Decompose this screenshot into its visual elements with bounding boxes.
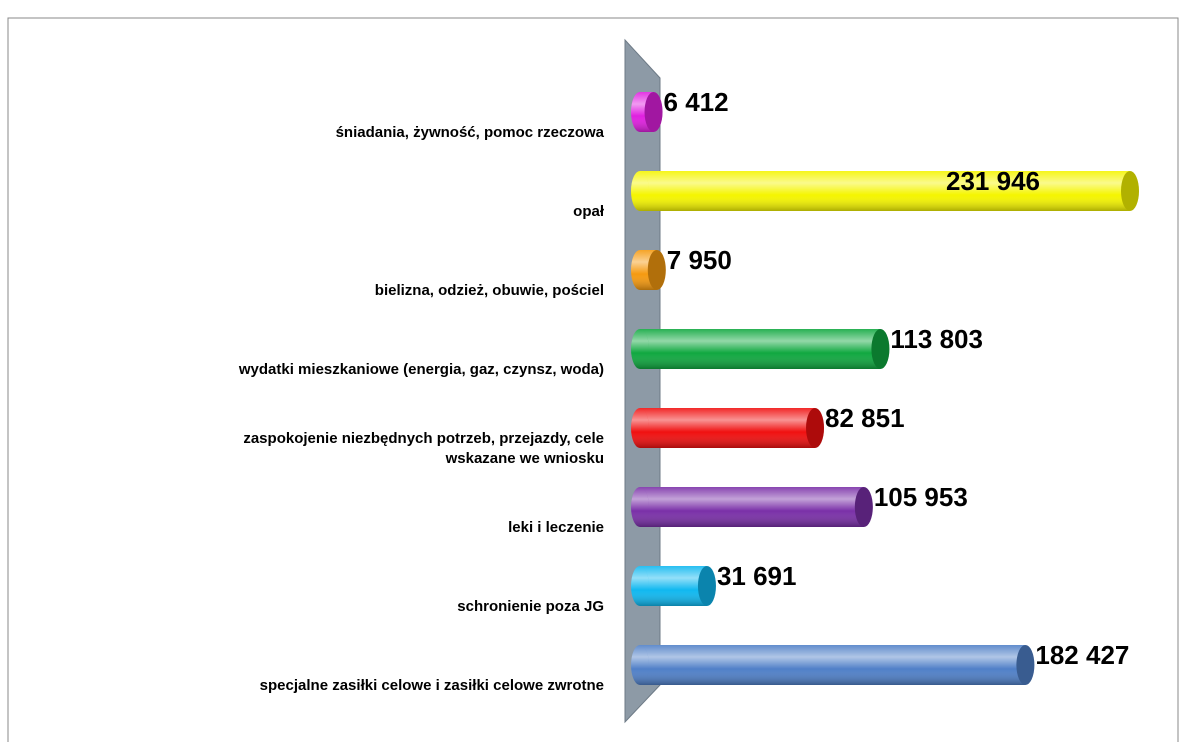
bar-start-shine: [631, 408, 649, 448]
bar-start-shine: [631, 171, 649, 211]
bar-cap: [871, 329, 890, 369]
value-label: 6 412: [664, 87, 729, 117]
value-label: 182 427: [1035, 640, 1129, 670]
category-label: specjalne zasiłki celowe i zasiłki celow…: [259, 677, 604, 694]
bar-start-shine: [631, 566, 649, 606]
frame: [7, 17, 1179, 742]
bar-cap: [697, 566, 716, 606]
bar-cap: [644, 92, 663, 132]
bar-shine: [640, 645, 1026, 685]
category-label: wydatki mieszkaniowe (energia, gaz, czyn…: [238, 361, 604, 378]
bar-cap-shade: [697, 566, 716, 606]
bar-shine: [640, 171, 1130, 211]
bar-start-shine: [631, 250, 649, 290]
category-label: bielizna, odzież, obuwie, pościel: [374, 282, 604, 299]
bar-cap: [806, 408, 825, 448]
bar-start-shine: [631, 92, 649, 132]
value-label: 82 851: [825, 403, 905, 433]
category-label: śniadania, żywność, pomoc rzeczowa: [335, 124, 604, 141]
value-label: 113 803: [890, 324, 983, 354]
bar-shine: [640, 408, 816, 448]
bar-cap: [1121, 171, 1139, 211]
bar-start-shine: [631, 329, 649, 369]
category-label: leki i leczenie: [508, 519, 604, 536]
bar-cap-shade: [1121, 171, 1139, 211]
bar-cap-shade: [806, 408, 825, 448]
bar-start-shine: [631, 487, 649, 527]
category-label: schronienie poza JG: [457, 598, 604, 615]
bar-shine: [640, 329, 881, 369]
value-label: 105 953: [874, 482, 968, 512]
bar-cap-shade: [871, 329, 890, 369]
category-label: zaspokojenie niezbędnych potrzeb, przeja…: [243, 430, 604, 467]
value-label: 7 950: [667, 245, 732, 275]
bar-cap-shade: [644, 92, 663, 132]
bar-cap-shade: [647, 250, 666, 290]
wall: [624, 38, 661, 724]
value-label: 31 691: [717, 561, 797, 591]
bar-cap-shade: [1016, 645, 1035, 685]
bar-shine: [640, 566, 707, 606]
bar-shine: [640, 487, 864, 527]
category-label: opał: [573, 203, 604, 220]
bar-cap-shade: [854, 487, 873, 527]
bar-cap: [854, 487, 873, 527]
bar-cap: [647, 250, 666, 290]
bar-start-shine: [631, 645, 649, 685]
value-label: 231 946: [946, 166, 1040, 196]
bar-cap: [1016, 645, 1035, 685]
